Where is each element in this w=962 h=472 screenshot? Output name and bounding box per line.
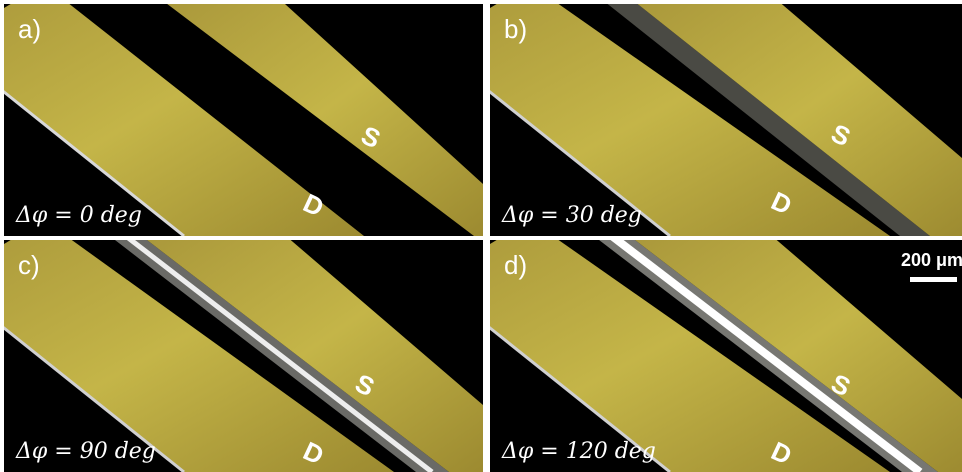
panel-d: d) S D Δφ = 120 deg 200 μm — [490, 240, 962, 472]
micrograph-b — [490, 4, 962, 236]
panel-b: b) S D Δφ = 30 deg — [490, 4, 962, 236]
source-electrode — [147, 240, 483, 472]
micrograph-d — [490, 240, 962, 472]
phase-label: Δφ = 120 deg — [502, 439, 656, 464]
scale-bar — [910, 277, 957, 282]
micrograph-c — [4, 240, 483, 472]
panel-label: b) — [504, 14, 528, 44]
source-electrode — [637, 4, 962, 236]
micrograph-a — [4, 4, 483, 236]
drain-electrode — [490, 240, 890, 472]
drain-electrode — [4, 240, 394, 472]
phase-label: Δφ = 0 deg — [16, 203, 142, 228]
phase-label: Δφ = 90 deg — [16, 439, 156, 464]
drain-electrode — [4, 4, 364, 236]
panel-a: a) S D Δφ = 0 deg — [4, 4, 483, 236]
panel-c: c) S D Δφ = 90 deg — [4, 240, 483, 472]
drain-electrode — [490, 4, 890, 236]
panel-label: d) — [504, 250, 528, 280]
panel-label: a) — [18, 14, 42, 44]
scale-bar-label: 200 μm — [900, 250, 962, 270]
source-electrode — [635, 240, 962, 472]
source-electrode — [167, 4, 483, 236]
panel-label: c) — [18, 250, 40, 280]
phase-label: Δφ = 30 deg — [502, 203, 642, 228]
